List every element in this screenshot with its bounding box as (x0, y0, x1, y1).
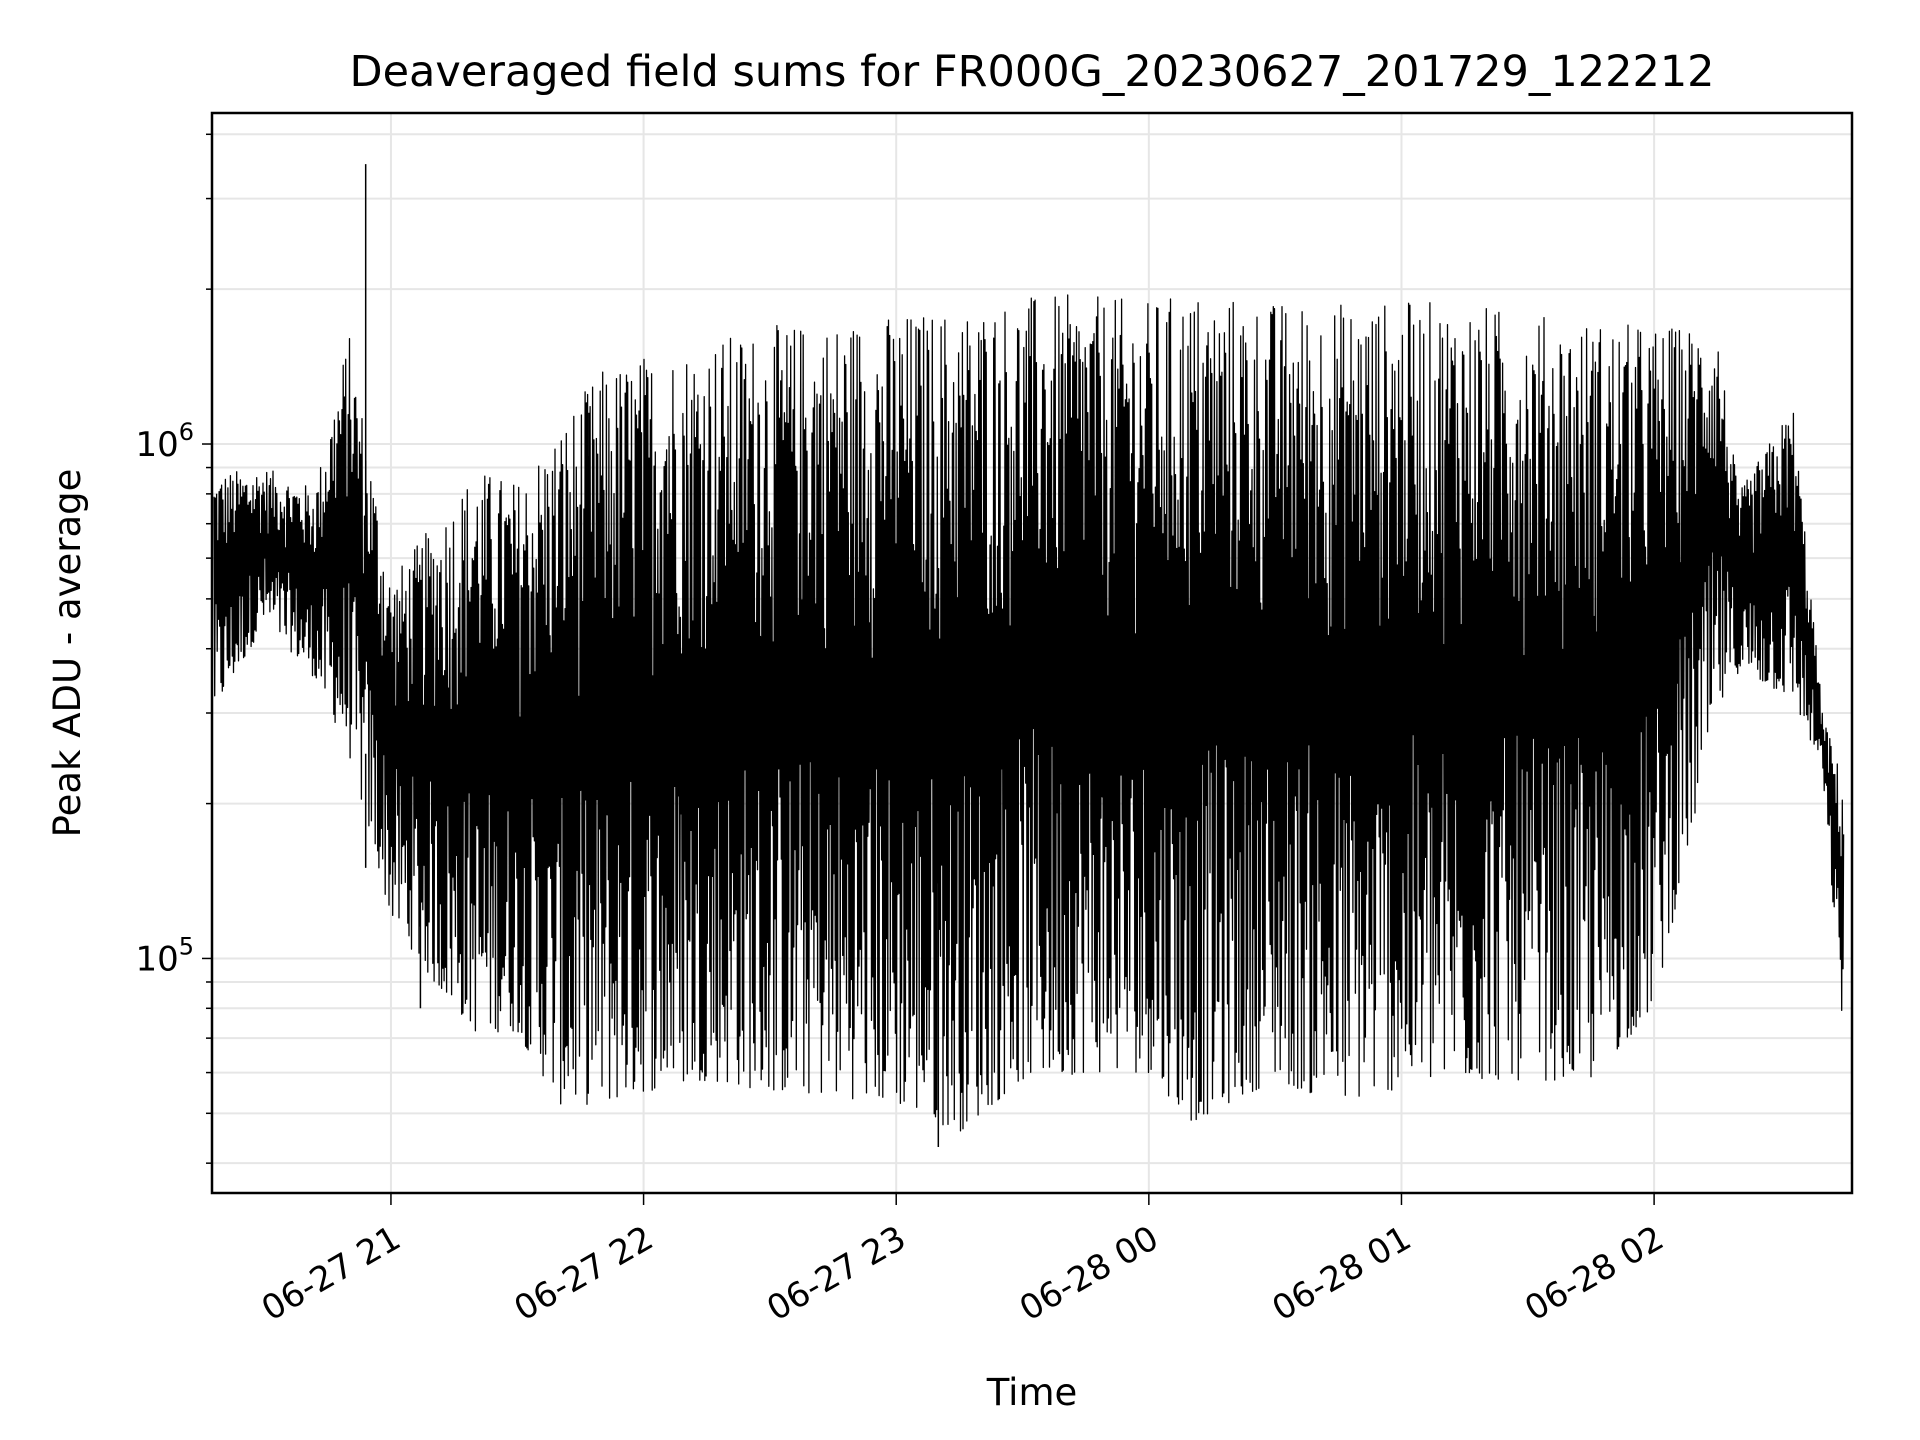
x-tick-label: 06-27 21 (255, 1218, 407, 1329)
series-line (213, 294, 1845, 1132)
x-axis-label: Time (986, 1371, 1078, 1414)
x-tick-label: 06-28 01 (1266, 1218, 1418, 1329)
x-tick-label: 06-27 22 (508, 1218, 660, 1329)
chart-title: Deaveraged field sums for FR000G_2023062… (349, 47, 1714, 97)
x-tick-label: 06-28 00 (1013, 1218, 1165, 1329)
x-tick-label: 06-27 23 (760, 1218, 912, 1329)
y-axis-label: Peak ADU - average (46, 469, 89, 838)
x-tick-label: 06-28 02 (1518, 1218, 1670, 1329)
plot-frame (210, 111, 1854, 1195)
y-tick-label: 106 (135, 418, 194, 465)
series-line-layer (213, 164, 1845, 1148)
y-tick-label: 105 (135, 932, 194, 979)
